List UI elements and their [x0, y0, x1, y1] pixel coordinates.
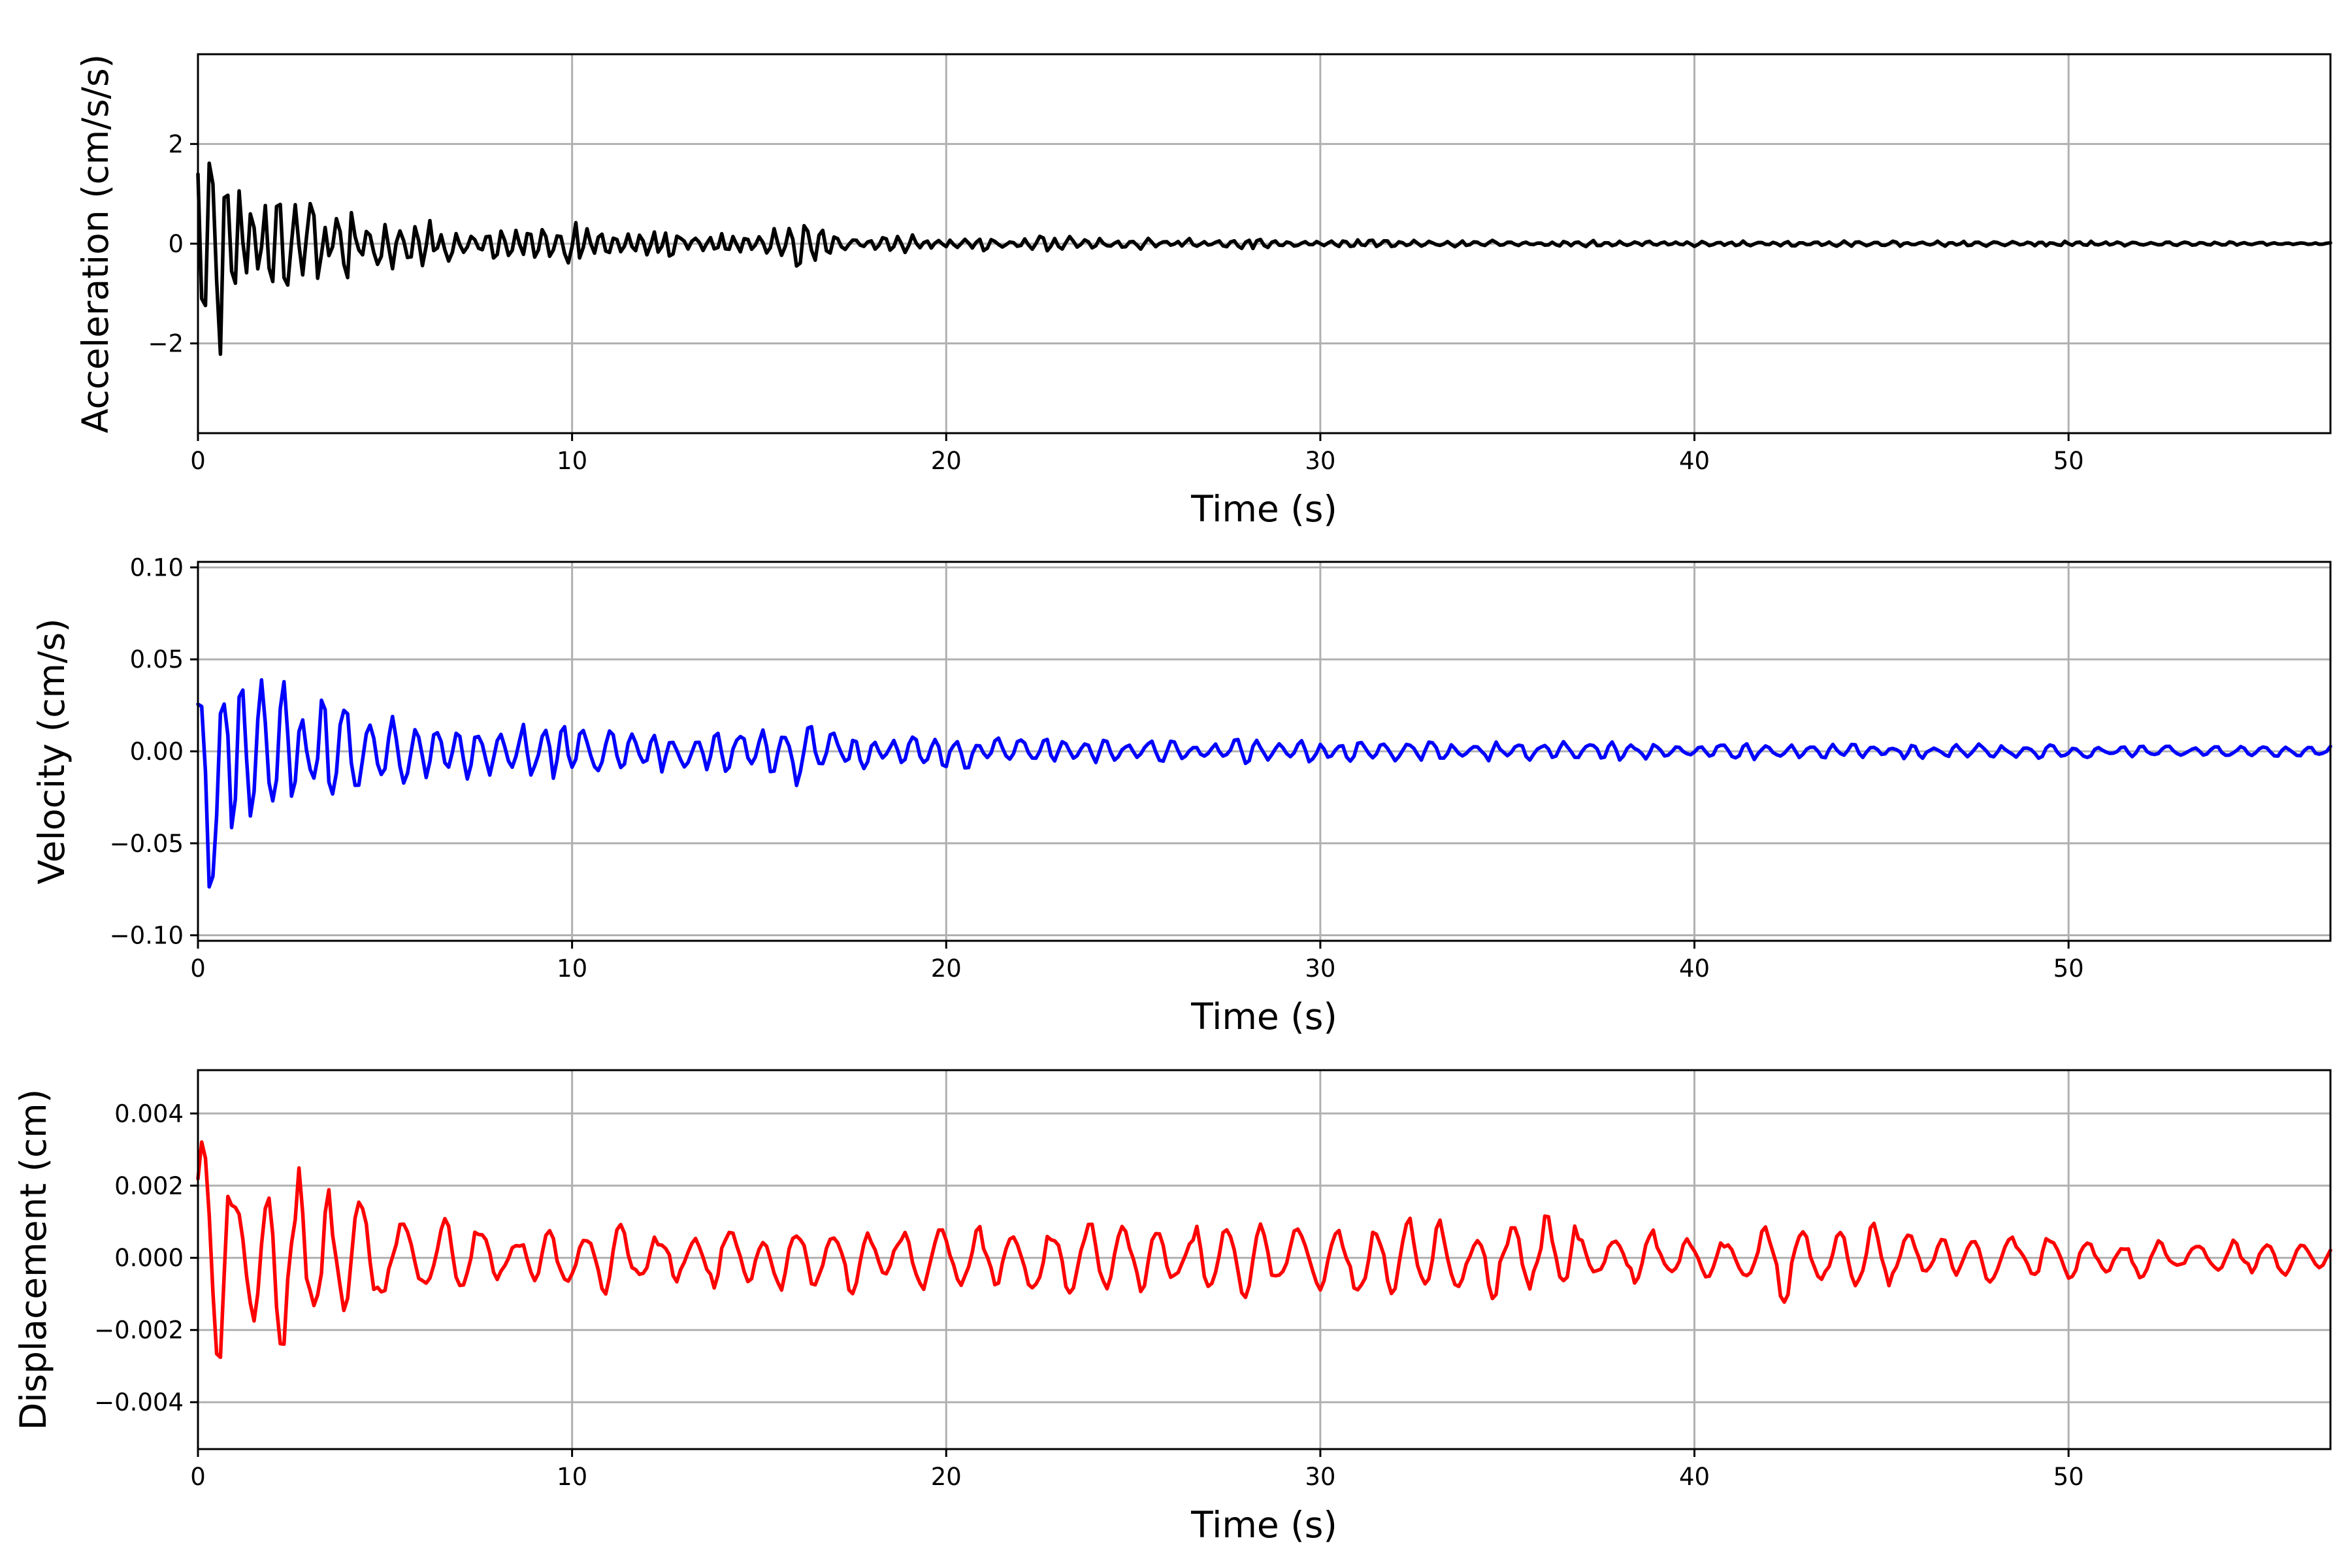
x-tick-label: 30 [1305, 1463, 1335, 1491]
y-axis-label: Velocity (cm/s) [31, 618, 73, 884]
series-line [196, 161, 2332, 356]
x-tick-label: 50 [2053, 955, 2084, 983]
y-tick-label: 0 [168, 230, 184, 258]
x-tick-label: 40 [1679, 447, 1710, 475]
y-tick-label: 2 [168, 130, 184, 158]
x-tick-label: 40 [1679, 955, 1710, 983]
x-tick-label: 10 [557, 1463, 587, 1491]
x-tick-label: 0 [190, 447, 206, 475]
chart-panel-1: 0 10 20 30 40 50 −2 0 2 Time (s) Acceleration (cm/… [74, 53, 2332, 530]
x-axis-label: Time (s) [1190, 1504, 1337, 1546]
x-tick-label: 30 [1305, 955, 1335, 983]
x-tick-label: 10 [557, 447, 587, 475]
series-line [196, 678, 2332, 889]
y-tick-label: 0.004 [114, 1100, 184, 1128]
y-axis-label: Acceleration (cm/s/s) [74, 54, 116, 433]
y-tick-label: −0.002 [94, 1316, 184, 1345]
y-tick-label: −0.004 [94, 1388, 184, 1416]
x-axis-label: Time (s) [1190, 996, 1337, 1037]
plot-frame [197, 1069, 2332, 1450]
y-tick-label: 0.000 [114, 1244, 184, 1272]
x-tick-label: 20 [931, 955, 962, 983]
series-line [196, 1140, 2332, 1360]
x-tick-label: 0 [190, 1463, 206, 1491]
y-tick-label: 0.00 [130, 738, 184, 766]
x-axis-label: Time (s) [1190, 488, 1337, 530]
y-tick-label: −0.05 [110, 830, 184, 858]
y-tick-label: −0.10 [110, 922, 184, 950]
x-tick-label: 40 [1679, 1463, 1710, 1491]
x-tick-label: 0 [190, 955, 206, 983]
x-tick-label: 50 [2053, 1463, 2084, 1491]
x-tick-label: 20 [931, 1463, 962, 1491]
y-tick-label: 0.05 [130, 645, 184, 674]
chart-panel-2: 0 10 20 30 40 50 −0.10 −0.05 0.00 0.05 0.10 Time (s… [31, 553, 2332, 1037]
y-tick-label: 0.002 [114, 1172, 184, 1200]
y-tick-label: −2 [148, 330, 184, 358]
x-tick-label: 10 [557, 955, 587, 983]
x-tick-label: 50 [2053, 447, 2084, 475]
x-tick-label: 20 [931, 447, 962, 475]
x-tick-label: 30 [1305, 447, 1335, 475]
y-tick-label: 0.10 [130, 553, 184, 581]
chart-panel-3: 0 10 20 30 40 50 −0.004 −0.002 0.000 0.002 0.004 Ti… [12, 1069, 2332, 1546]
y-axis-label: Displacement (cm) [12, 1089, 54, 1430]
